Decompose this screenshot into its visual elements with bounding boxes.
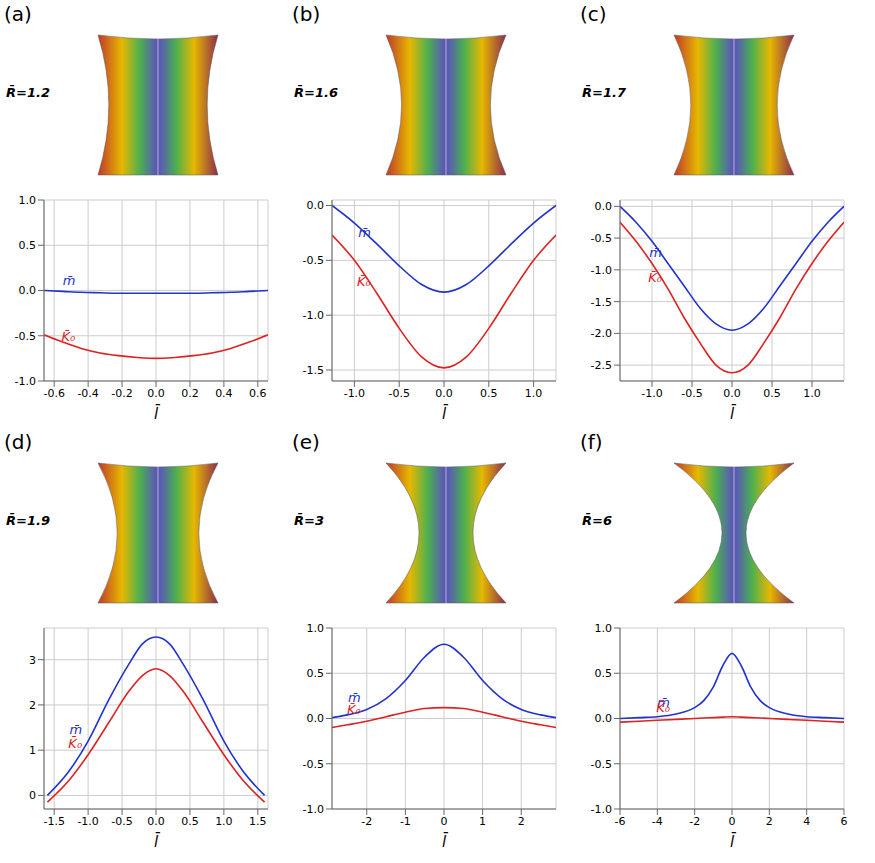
svg-text:l̄: l̄ xyxy=(154,832,161,851)
svg-text:0.5: 0.5 xyxy=(307,667,325,680)
svg-text:1: 1 xyxy=(29,744,36,757)
svg-text:0.0: 0.0 xyxy=(435,387,453,400)
svg-text:-0.5: -0.5 xyxy=(388,387,409,400)
svg-text:m̄: m̄ xyxy=(649,245,662,260)
svg-text:-0.5: -0.5 xyxy=(303,254,324,267)
svg-text:-4: -4 xyxy=(652,815,663,828)
svg-text:K̄₀: K̄₀ xyxy=(648,270,663,285)
html-text:R̄=1.9: R̄=1.9 xyxy=(6,513,50,528)
svg-text:-1.5: -1.5 xyxy=(43,815,64,828)
svg-text:1.0: 1.0 xyxy=(19,194,37,207)
html-text:R̄=6: R̄=6 xyxy=(582,513,612,528)
svg-text:0.0: 0.0 xyxy=(19,284,37,297)
svg-text:1.5: 1.5 xyxy=(249,815,267,828)
svg-text:2: 2 xyxy=(766,815,773,828)
svg-text:0.0: 0.0 xyxy=(147,387,165,400)
svg-text:0.5: 0.5 xyxy=(19,239,37,252)
html-text:(f): (f) xyxy=(580,430,603,454)
svg-text:0.0: 0.0 xyxy=(595,712,613,725)
svg-text:-2: -2 xyxy=(361,815,372,828)
svg-text:K̄₀: K̄₀ xyxy=(347,702,362,717)
svg-text:m̄: m̄ xyxy=(358,225,371,240)
svg-text:K̄₀: K̄₀ xyxy=(62,329,77,344)
svg-text:0.2: 0.2 xyxy=(181,387,199,400)
svg-text:K̄₀: K̄₀ xyxy=(68,736,83,751)
svg-text:K̄₀: K̄₀ xyxy=(656,700,671,715)
svg-text:-0.5: -0.5 xyxy=(591,758,612,771)
svg-text:-1.0: -1.0 xyxy=(591,264,612,277)
svg-text:2: 2 xyxy=(29,699,36,712)
svg-text:3: 3 xyxy=(29,654,36,667)
html-text:R̄=1.7: R̄=1.7 xyxy=(582,85,626,100)
svg-text:0.6: 0.6 xyxy=(249,387,267,400)
svg-text:1.0: 1.0 xyxy=(525,387,543,400)
svg-text:-1.0: -1.0 xyxy=(77,815,98,828)
svg-text:0.0: 0.0 xyxy=(307,199,325,212)
svg-text:1.0: 1.0 xyxy=(803,387,821,400)
svg-text:-0.6: -0.6 xyxy=(43,387,64,400)
svg-text:0.0: 0.0 xyxy=(595,200,613,213)
svg-text:1.0: 1.0 xyxy=(595,622,613,635)
html-text:(c): (c) xyxy=(580,2,607,26)
svg-text:-1.0: -1.0 xyxy=(591,803,612,816)
svg-text:0.0: 0.0 xyxy=(307,712,325,725)
svg-text:-2.5: -2.5 xyxy=(591,359,612,372)
svg-text:l̄: l̄ xyxy=(442,404,449,423)
svg-text:-1.5: -1.5 xyxy=(303,364,324,377)
svg-text:0.5: 0.5 xyxy=(595,667,613,680)
svg-text:1.0: 1.0 xyxy=(215,815,233,828)
html-text:(a): (a) xyxy=(4,2,32,26)
svg-text:0.0: 0.0 xyxy=(723,387,741,400)
svg-text:-0.4: -0.4 xyxy=(77,387,98,400)
svg-text:-1.0: -1.0 xyxy=(641,387,662,400)
svg-text:l̄: l̄ xyxy=(730,404,737,423)
svg-text:-0.5: -0.5 xyxy=(15,330,36,343)
svg-text:l̄: l̄ xyxy=(154,404,161,423)
svg-text:-1.0: -1.0 xyxy=(303,309,324,322)
svg-text:0.5: 0.5 xyxy=(480,387,498,400)
svg-text:m̄: m̄ xyxy=(69,722,83,738)
svg-text:-1: -1 xyxy=(400,815,411,828)
html-text:R̄=1.2: R̄=1.2 xyxy=(6,85,50,100)
html-text:R̄=1.6: R̄=1.6 xyxy=(294,85,338,100)
svg-text:0.5: 0.5 xyxy=(763,387,781,400)
svg-text:0: 0 xyxy=(729,815,736,828)
svg-text:1.0: 1.0 xyxy=(307,622,325,635)
svg-text:1: 1 xyxy=(479,815,486,828)
svg-text:0.5: 0.5 xyxy=(181,815,199,828)
svg-text:m̄: m̄ xyxy=(348,690,361,706)
svg-text:-1.5: -1.5 xyxy=(591,296,612,309)
svg-text:K̄₀: K̄₀ xyxy=(357,274,372,289)
svg-text:-0.5: -0.5 xyxy=(591,232,612,245)
svg-text:4: 4 xyxy=(803,815,810,828)
svg-text:-0.5: -0.5 xyxy=(681,387,702,400)
svg-text:0.4: 0.4 xyxy=(215,387,233,400)
svg-text:0: 0 xyxy=(441,815,448,828)
svg-text:2: 2 xyxy=(518,815,525,828)
svg-text:0.0: 0.0 xyxy=(147,815,165,828)
svg-text:l̄: l̄ xyxy=(442,832,449,851)
svg-text:m̄: m̄ xyxy=(63,273,76,288)
svg-text:-0.5: -0.5 xyxy=(111,815,132,828)
svg-text:-1.0: -1.0 xyxy=(15,375,36,388)
svg-text:-0.5: -0.5 xyxy=(303,758,324,771)
html-text:(e): (e) xyxy=(292,430,320,454)
html-text:(d): (d) xyxy=(4,430,33,454)
svg-text:-2.0: -2.0 xyxy=(591,327,612,340)
svg-text:0: 0 xyxy=(29,789,36,802)
svg-text:-2: -2 xyxy=(689,815,700,828)
html-text:(b): (b) xyxy=(292,2,321,26)
html-text:R̄=3: R̄=3 xyxy=(294,513,324,528)
svg-text:-1.0: -1.0 xyxy=(344,387,365,400)
svg-text:-6: -6 xyxy=(615,815,626,828)
svg-text:l̄: l̄ xyxy=(730,832,737,851)
svg-text:6: 6 xyxy=(841,815,848,828)
svg-text:-1.0: -1.0 xyxy=(303,803,324,816)
svg-text:-0.2: -0.2 xyxy=(111,387,132,400)
